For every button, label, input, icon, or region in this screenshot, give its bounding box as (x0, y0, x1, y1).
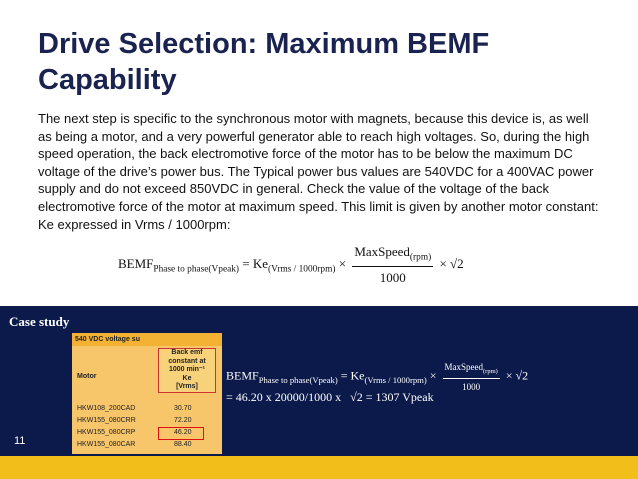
header-line: Back emf (171, 349, 203, 356)
case-study-label: Case study (9, 314, 70, 329)
fraction: MaxSpeed(rpm) 1000 (352, 244, 434, 286)
title: Drive Selection: Maximum BEMF Capability (38, 26, 598, 98)
formula-sub: (Vrms / 1000rpm) (364, 375, 427, 386)
denominator: 1000 (462, 381, 481, 392)
denominator: 1000 (379, 269, 406, 285)
formula-text: × (429, 368, 437, 383)
header-line: [Vrms] (176, 383, 198, 390)
numerator: MaxSpeed(rpm) (352, 244, 434, 267)
calculation: = 46.20 x 20000/1000 x √2 = 1307 Vpeak (226, 390, 434, 405)
formula-sub: Phase to phase(Vpeak) (153, 264, 240, 275)
numerator: MaxSpeed(rpm) (442, 362, 500, 379)
table-header: 540 VDC voltage su (72, 333, 222, 346)
title-line: Drive Selection: Maximum BEMF (38, 28, 490, 60)
cell: 88.40 (174, 441, 192, 448)
table-row: HKW155_080CRR 72.20 (74, 416, 220, 426)
table-row: HKW155_080CAR 88.40 (74, 440, 220, 450)
formula-text: = Ke (340, 368, 365, 383)
paragraph: The next step is specific to the synchro… (38, 111, 599, 232)
formula-text: = Ke (242, 255, 269, 271)
table-row: HKW155_080CRP 46.20 (74, 428, 220, 438)
formula-sub: (Vrms / 1000rpm) (268, 264, 336, 275)
cell: 30.70 (174, 405, 192, 412)
cell: HKW155_080CAR (77, 441, 136, 448)
cell: HKW108_200CAD (77, 405, 136, 412)
header-line: constant at (168, 357, 206, 365)
formula-text: BEMF (118, 255, 154, 271)
formula: BEMFPhase to phase(Vpeak) = Ke(Vrms / 10… (226, 362, 528, 392)
calculation-text: √2 = 1307 Vpeak (350, 390, 434, 404)
column-header: Back emf constant at 1000 min⁻¹ Ke [Vrms… (158, 348, 216, 393)
formula-sub: Phase to phase(Vpeak) (258, 375, 338, 386)
formula-text: BEMF (226, 368, 259, 383)
formula-text: MaxSpeed (354, 244, 410, 259)
highlight-box (158, 427, 204, 440)
formula-text: × √2 (439, 255, 464, 271)
table-image: 540 VDC voltage su Motor Back emf consta… (72, 333, 222, 454)
formula-sub: (rpm) (409, 252, 432, 263)
formula: BEMFPhase to phase(Vpeak) = Ke(Vrms / 10… (118, 244, 464, 286)
cell: HKW155_080CRP (77, 429, 136, 436)
header-line: 1000 min⁻¹ (169, 366, 205, 373)
calculation-text: = 46.20 x 20000/1000 x (226, 390, 342, 404)
formula-text: MaxSpeed (444, 362, 484, 372)
title-line: Capability (38, 64, 177, 96)
formula-sub: (rpm) (483, 367, 498, 375)
cell: 72.20 (174, 417, 192, 424)
header-line: Ke (182, 374, 192, 382)
cell: 46.20 (174, 429, 192, 436)
column-header: Motor (77, 373, 97, 380)
cell: HKW155_080CRR (77, 417, 136, 424)
formula-text: × √2 (505, 368, 529, 383)
fraction: MaxSpeed(rpm) 1000 (442, 362, 500, 392)
footer-bar (0, 456, 638, 479)
formula-text: × (338, 255, 347, 271)
page-number: 11 (14, 435, 26, 447)
table-row: HKW108_200CAD 30.70 (74, 404, 220, 414)
